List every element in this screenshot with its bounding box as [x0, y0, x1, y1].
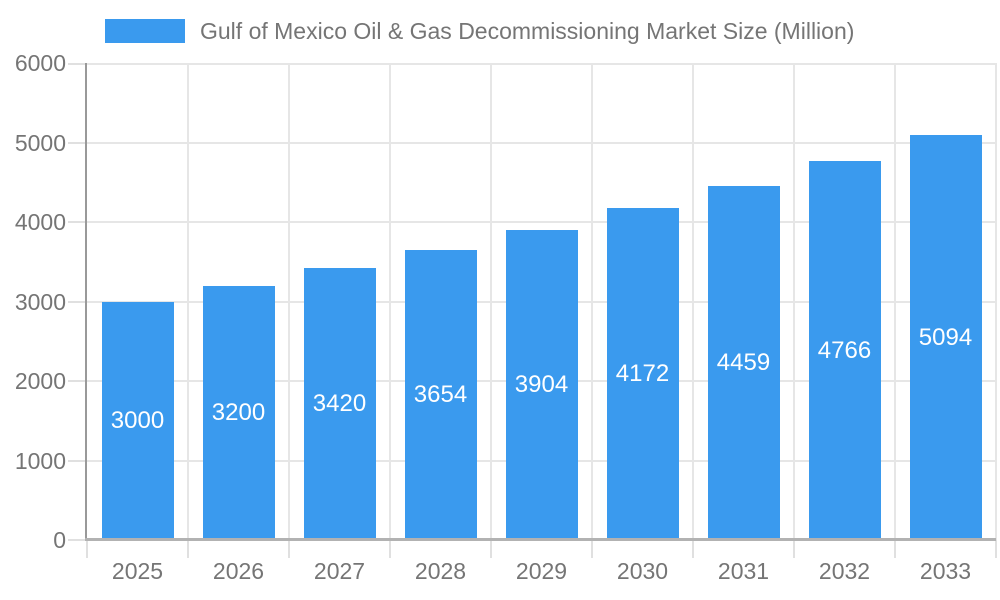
x-axis-label: 2025 [111, 558, 164, 584]
h-gridline [87, 63, 996, 65]
x-axis-label: 2027 [313, 558, 366, 584]
x-axis-tick [591, 540, 593, 558]
legend-series-label: Gulf of Mexico Oil & Gas Decommissioning… [200, 17, 855, 44]
y-axis-tick [68, 221, 87, 223]
x-axis-tick [995, 540, 997, 558]
x-axis-tick [793, 540, 795, 558]
h-gridline [87, 221, 996, 223]
plot-area: 3000 3200 3420 3654 3904 4172 4459 4766 5094 [87, 63, 997, 540]
y-axis-tick [68, 539, 87, 541]
bar-value-label: 4766 [817, 336, 872, 364]
x-axis-label: 2032 [818, 558, 871, 584]
x-axis-tick [389, 540, 391, 558]
v-gridline [591, 63, 593, 540]
x-axis-label: 2031 [717, 558, 770, 584]
x-axis-tick [894, 540, 896, 558]
x-axis-label: 2033 [919, 558, 972, 584]
y-axis-label: 4000 [14, 209, 66, 235]
v-gridline [490, 63, 492, 540]
bar[interactable]: 4172 [606, 208, 679, 540]
y-axis-label: 1000 [14, 447, 66, 474]
bar[interactable]: 3200 [202, 285, 275, 540]
bar-value-label: 3420 [312, 390, 367, 418]
y-axis-label: 5000 [14, 129, 66, 156]
x-axis-tick [288, 540, 290, 558]
bar[interactable]: 3654 [404, 249, 477, 540]
x-axis-tick [490, 540, 492, 558]
x-axis-line [85, 538, 996, 541]
x-axis-tick [187, 540, 189, 558]
v-gridline [793, 63, 795, 540]
legend-swatch [105, 19, 185, 43]
bar[interactable]: 5094 [909, 135, 982, 540]
bar-value-label: 3200 [211, 398, 266, 426]
bar[interactable]: 3420 [303, 268, 376, 540]
x-axis-tick [692, 540, 694, 558]
bar-value-label: 4172 [615, 360, 670, 388]
y-axis-label: 2000 [14, 368, 66, 394]
x-axis-label: 2028 [414, 558, 467, 584]
y-axis-tick [68, 459, 87, 462]
y-axis-line [85, 63, 87, 540]
bar-value-label: 3000 [110, 406, 165, 434]
y-axis-label: 0 [53, 527, 66, 553]
y-axis-tick [68, 63, 87, 65]
y-axis-tick [68, 380, 87, 382]
y-axis-tick [68, 300, 87, 303]
bar-value-label: 3904 [514, 370, 569, 398]
bar-value-label: 3654 [413, 380, 468, 408]
bar-value-label: 4459 [716, 348, 771, 376]
bar[interactable]: 4766 [808, 161, 881, 540]
x-axis-label: 2030 [616, 558, 669, 584]
y-axis-label: 6000 [14, 50, 66, 76]
h-gridline [87, 141, 996, 144]
bar[interactable]: 3904 [505, 229, 578, 540]
y-axis-tick [68, 141, 87, 144]
bar[interactable]: 4459 [707, 185, 780, 540]
v-gridline [894, 63, 896, 540]
y-axis-label: 3000 [14, 288, 66, 315]
x-axis-label: 2026 [212, 558, 265, 584]
v-gridline [288, 63, 290, 540]
v-gridline [187, 63, 189, 540]
v-gridline [692, 63, 694, 540]
legend: Gulf of Mexico Oil & Gas Decommissioning… [105, 17, 855, 44]
x-axis-tick [86, 540, 88, 558]
bar[interactable]: 3000 [101, 301, 174, 540]
v-gridline [389, 63, 391, 540]
v-gridline [995, 63, 997, 540]
x-axis-label: 2029 [515, 558, 568, 584]
bar-value-label: 5094 [918, 323, 973, 351]
